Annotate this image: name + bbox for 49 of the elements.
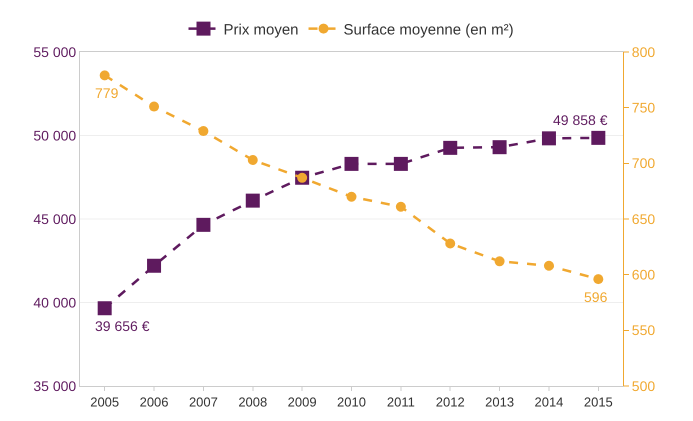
x-tick-label: 2007 xyxy=(188,394,218,410)
y2-tick-label: 550 xyxy=(632,322,656,338)
y2-tick-label: 750 xyxy=(632,100,656,116)
x-tick-label: 2011 xyxy=(386,394,415,410)
point xyxy=(593,274,604,284)
point xyxy=(196,218,210,232)
legend-label: Surface moyenne (en m²) xyxy=(344,21,514,38)
y-tick-label: 40 000 xyxy=(33,294,76,310)
y2-tick-label: 700 xyxy=(632,155,656,172)
x-tick-label: 2008 xyxy=(238,394,268,410)
data-label: 39 656 € xyxy=(95,318,150,334)
x-tick-label: 2009 xyxy=(288,394,317,410)
point xyxy=(100,70,110,80)
data-label: 779 xyxy=(95,85,119,101)
point xyxy=(98,301,112,316)
point xyxy=(544,260,554,271)
x-tick-label: 2015 xyxy=(584,394,613,410)
data-label: 596 xyxy=(584,289,608,305)
point xyxy=(445,238,456,248)
x-tick-label: 2012 xyxy=(436,394,465,410)
point xyxy=(149,102,160,112)
x-tick-label: 2010 xyxy=(337,394,366,410)
y2-tick-label: 650 xyxy=(632,210,656,227)
point xyxy=(346,192,356,202)
legend-label: Prix moyen xyxy=(224,21,299,38)
y-tick-label: 45 000 xyxy=(33,210,76,227)
x-tick-label: 2006 xyxy=(140,394,169,410)
x-tick-label: 2013 xyxy=(485,394,514,410)
point xyxy=(494,256,505,266)
x-tick-label: 2005 xyxy=(90,394,120,410)
point xyxy=(394,156,408,171)
y2-tick-label: 800 xyxy=(632,44,656,60)
point xyxy=(246,194,260,208)
point xyxy=(591,130,606,145)
point xyxy=(443,140,458,155)
y-tick-label: 35 000 xyxy=(33,378,76,394)
y-tick-label: 50 000 xyxy=(33,127,76,144)
y2-tick-label: 500 xyxy=(632,378,656,394)
x-tick-label: 2014 xyxy=(534,394,564,410)
point xyxy=(147,258,162,273)
y2-tick-label: 600 xyxy=(632,266,656,283)
point xyxy=(542,131,556,146)
point xyxy=(198,126,208,136)
data-label: 49 858 € xyxy=(553,112,608,128)
point xyxy=(492,140,507,154)
point xyxy=(396,202,406,212)
point xyxy=(248,154,258,165)
point xyxy=(344,156,358,171)
y-tick-label: 55 000 xyxy=(33,44,76,60)
